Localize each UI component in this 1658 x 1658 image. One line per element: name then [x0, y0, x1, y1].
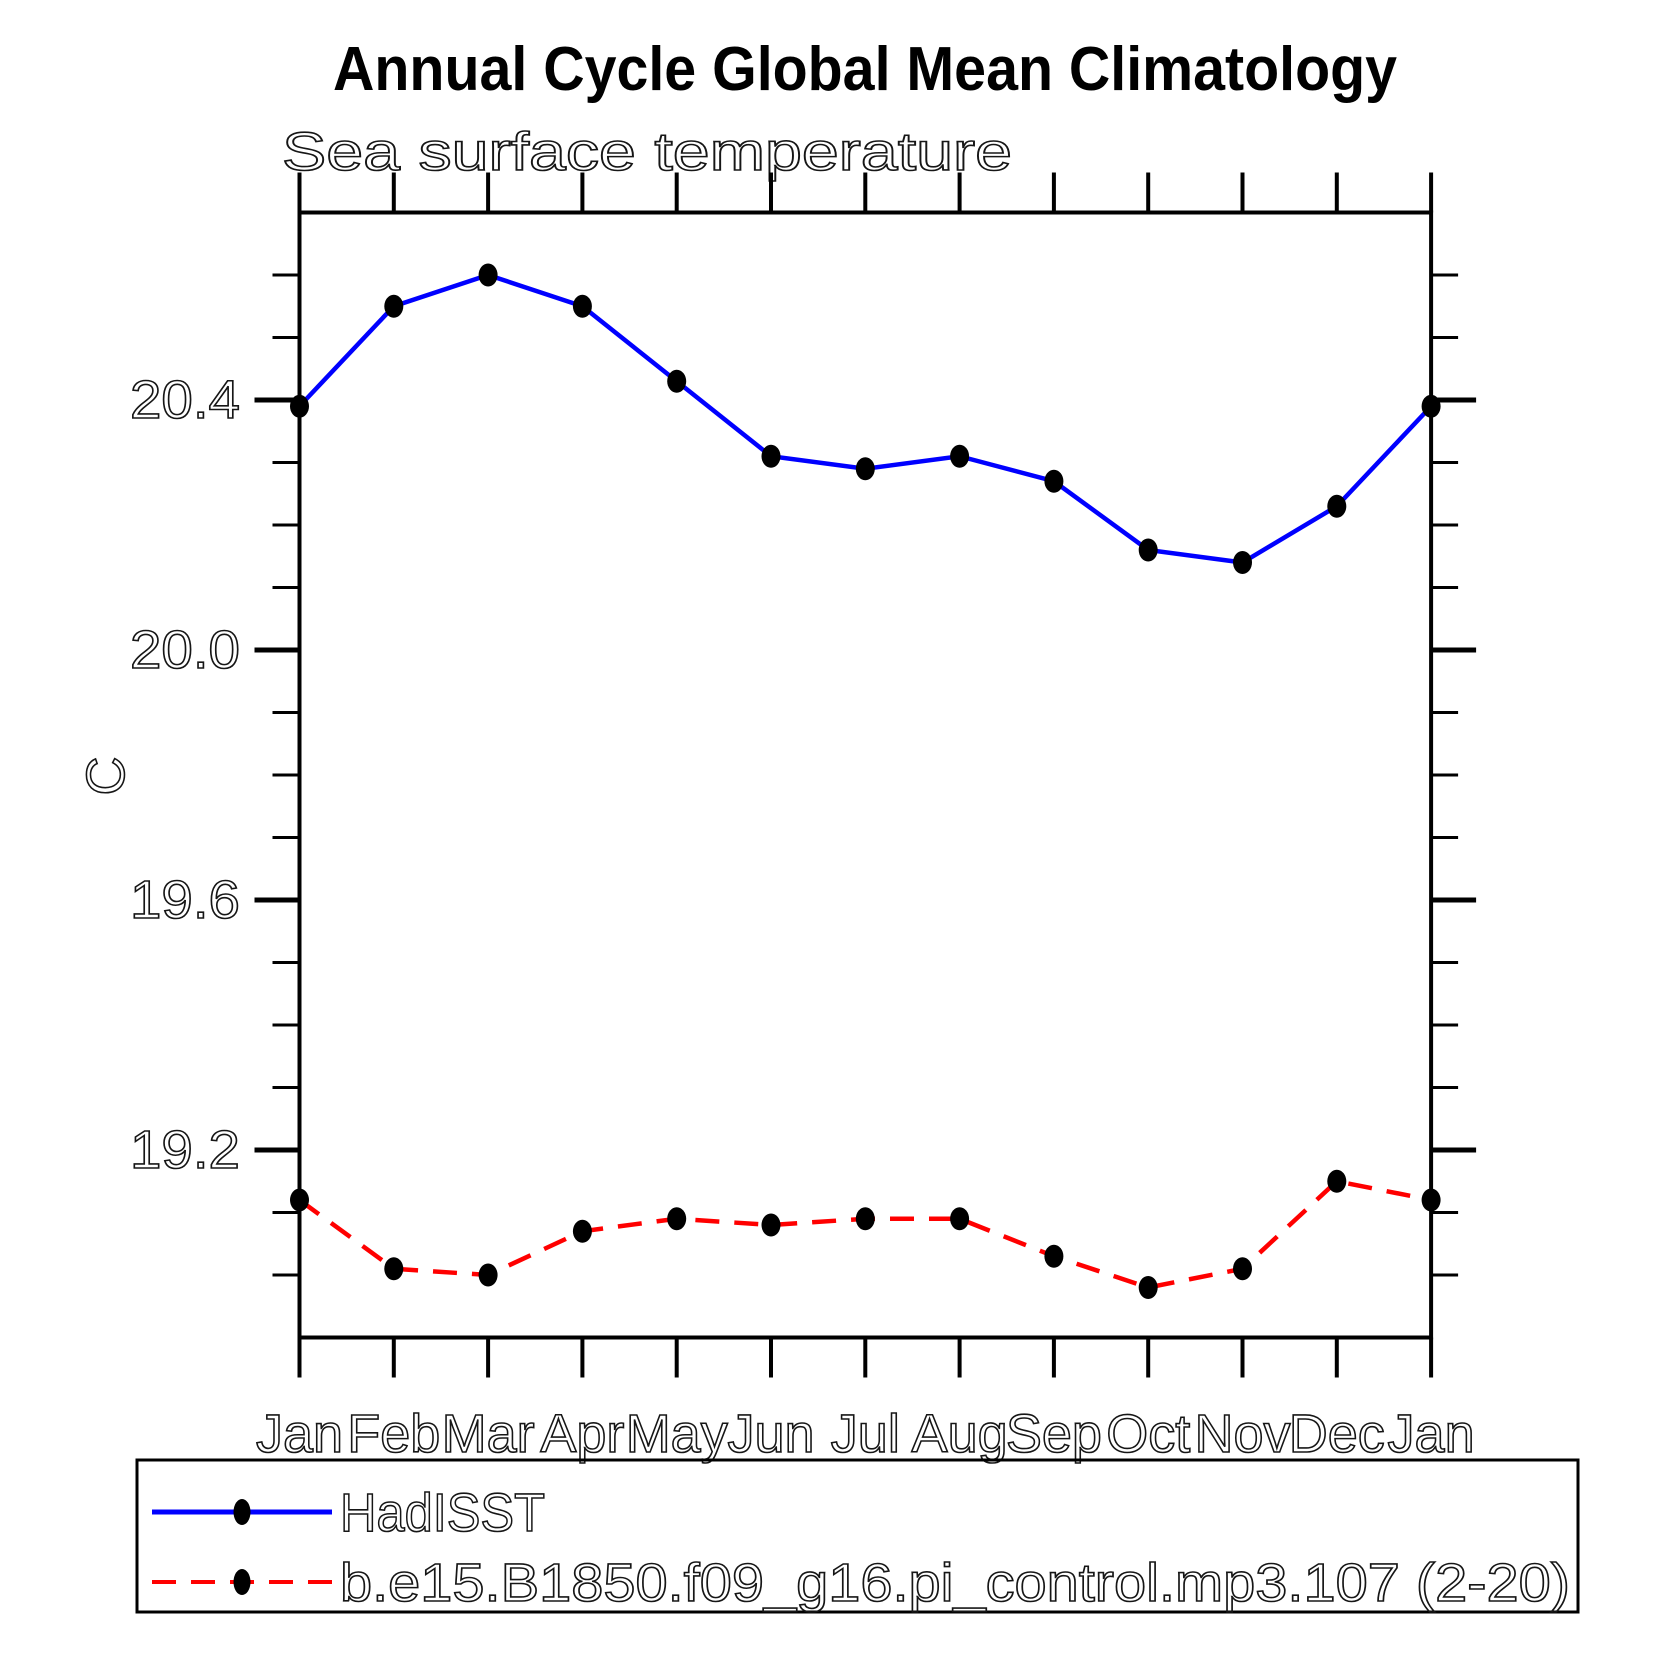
x-tick-label: Jan — [256, 1404, 343, 1464]
legend-samples — [152, 1499, 332, 1595]
chart-title: Annual Cycle Global Mean Climatology — [333, 35, 1397, 104]
legend-box: HadISST b.e15.B1850.f09_g16.pi_control.m… — [135, 1458, 1580, 1614]
x-tick-label: Oct — [1106, 1404, 1190, 1464]
data-point-hadisst-6 — [855, 457, 875, 481]
legend-label-model: b.e15.B1850.f09_g16.pi_control.mp3.107 (… — [340, 1553, 1570, 1613]
x-tick-label: Mar — [442, 1404, 535, 1464]
x-tick-label: Jul — [831, 1404, 900, 1464]
data-point-model-9 — [1138, 1276, 1158, 1299]
x-tick-label: Aug — [912, 1404, 1008, 1464]
data-point-hadisst-1 — [384, 294, 404, 318]
data-point-hadisst-10 — [1233, 551, 1252, 574]
x-tick-label: Apr — [540, 1404, 624, 1464]
data-point-hadisst-9 — [1138, 538, 1158, 562]
data-point-model-7 — [950, 1207, 970, 1231]
data-point-hadisst-8 — [1044, 469, 1064, 493]
data-point-model-6 — [855, 1207, 875, 1231]
data-point-model-5 — [761, 1213, 781, 1237]
data-point-hadisst-4 — [667, 369, 687, 393]
data-point-hadisst-2 — [478, 263, 498, 287]
data-point-model-12 — [1421, 1188, 1441, 1212]
data-point-model-4 — [667, 1207, 687, 1231]
data-point-hadisst-7 — [950, 444, 970, 468]
data-point-hadisst-11 — [1327, 494, 1347, 518]
y-tick-label: 19.2 — [130, 1120, 240, 1180]
x-tick-label: Dec — [1289, 1404, 1385, 1464]
y-axis-label: C — [76, 757, 136, 796]
legend-border — [135, 1458, 1580, 1614]
data-point-model-0 — [290, 1188, 309, 1212]
data-point-model-10 — [1233, 1257, 1252, 1281]
legend-marker-hadisst — [233, 1499, 251, 1525]
legend-label-hadisst: HadISST — [340, 1483, 545, 1543]
y-tick-label: 20.0 — [130, 620, 240, 680]
data-point-model-8 — [1044, 1244, 1064, 1268]
x-tick-label: Sep — [1006, 1404, 1102, 1464]
data-point-hadisst-0 — [290, 394, 309, 418]
chart-subtitle: Sea surface temperature — [282, 122, 1012, 182]
x-tick-label: Jan — [1388, 1404, 1475, 1464]
data-point-model-2 — [478, 1263, 498, 1287]
y-tick-label: 19.6 — [130, 870, 240, 930]
data-point-hadisst-12 — [1421, 394, 1441, 418]
series-line-hadisst — [297, 272, 1433, 565]
y-tick-label: 20.4 — [130, 370, 240, 430]
x-tick-label: May — [626, 1404, 728, 1464]
legend-marker-model — [233, 1569, 251, 1595]
data-point-model-3 — [572, 1219, 592, 1243]
data-point-model-11 — [1327, 1169, 1347, 1193]
data-point-hadisst-3 — [572, 294, 592, 318]
x-tick-label: Feb — [347, 1404, 440, 1464]
x-tick-label: Nov — [1194, 1404, 1290, 1464]
data-point-hadisst-5 — [761, 444, 781, 468]
series-line-model — [298, 1178, 1432, 1290]
x-tick-label: Jun — [727, 1404, 814, 1464]
data-point-model-1 — [384, 1257, 404, 1281]
plot-border — [297, 210, 1434, 1340]
